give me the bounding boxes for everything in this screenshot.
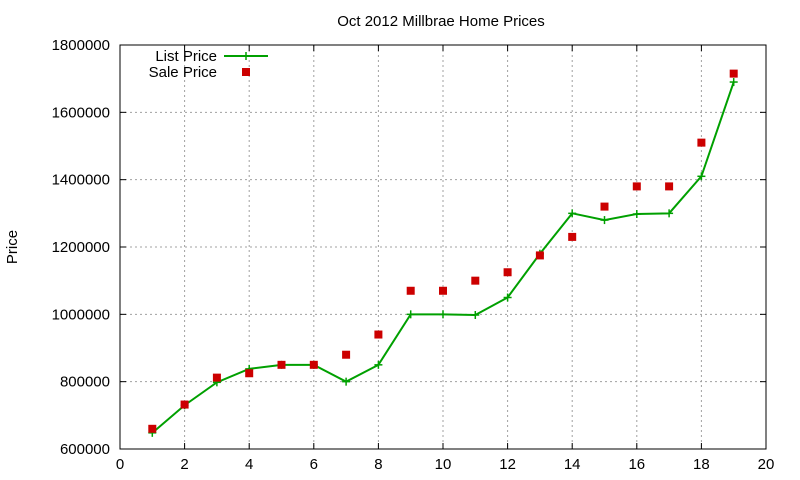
list-price-point [374, 360, 383, 369]
x-tick-label: 0 [116, 456, 124, 473]
x-tick-label: 4 [245, 456, 253, 473]
list-price-point [697, 172, 706, 181]
x-tick-label: 16 [628, 456, 645, 473]
sale-price-point [180, 400, 189, 409]
tick-labels: 0 2 4 6 8 10 12 14 16 18 20 600000 800000 1000000 1200… [52, 37, 775, 473]
sale-price-point [471, 276, 480, 285]
list-price-point [568, 209, 577, 218]
y-axis-label: Price [4, 230, 21, 264]
y-tick-label: 1200000 [52, 239, 110, 256]
sale-price-point [277, 360, 286, 369]
legend-marks [224, 52, 268, 76]
list-price-point [729, 78, 738, 87]
sale-price-point [600, 202, 609, 211]
sale-price-point [729, 69, 738, 78]
sale-price-point [212, 373, 221, 382]
axis-ticks [119, 44, 767, 450]
series [148, 69, 738, 437]
x-tick-label: 2 [180, 456, 188, 473]
list-price-point [342, 377, 351, 386]
sale-price-point [439, 286, 447, 295]
sale-price-point [632, 182, 641, 191]
x-tick-label: 6 [310, 456, 318, 473]
y-tick-label: 1000000 [52, 306, 110, 323]
x-tick-label: 20 [758, 456, 775, 473]
sale-price-point [148, 424, 157, 433]
sale-price-point [697, 138, 706, 147]
sale-price-point [406, 286, 415, 295]
x-tick-label: 8 [374, 456, 382, 473]
y-tick-label: 1800000 [52, 37, 110, 54]
legend-marker-sale-price [242, 68, 250, 76]
list-price-point [600, 216, 609, 225]
y-tick-label: 800000 [60, 374, 110, 391]
x-tick-label: 12 [499, 456, 516, 473]
x-tick-label: 18 [693, 456, 710, 473]
legend-label-list-price: List Price [155, 48, 217, 65]
x-tick-label: 14 [564, 456, 581, 473]
sale-price-point [535, 251, 544, 260]
sale-price-point [374, 330, 383, 339]
sale-price-point [342, 350, 351, 359]
sale-price-point [503, 268, 512, 277]
x-tick-label: 10 [435, 456, 452, 473]
list-price-point [503, 293, 512, 302]
y-tick-label: 600000 [60, 441, 110, 458]
sale-price-point [568, 232, 577, 241]
list-price-point [632, 210, 641, 219]
y-tick-label: 1600000 [52, 104, 110, 121]
sale-price-point [309, 360, 318, 369]
list-price-point [439, 310, 447, 319]
legend-marker-list-price [242, 52, 250, 60]
sale-price-point [665, 182, 674, 191]
list-price-point [665, 209, 674, 218]
y-tick-label: 1400000 [52, 172, 110, 189]
sale-price-point [245, 369, 254, 378]
legend-label-sale-price: Sale Price [149, 64, 217, 81]
list-price-point [471, 311, 480, 320]
list-price-point [406, 310, 415, 319]
chart-title: Oct 2012 Millbrae Home Prices [337, 13, 545, 30]
grid [120, 45, 766, 449]
legend: List Price Sale Price [149, 48, 268, 81]
